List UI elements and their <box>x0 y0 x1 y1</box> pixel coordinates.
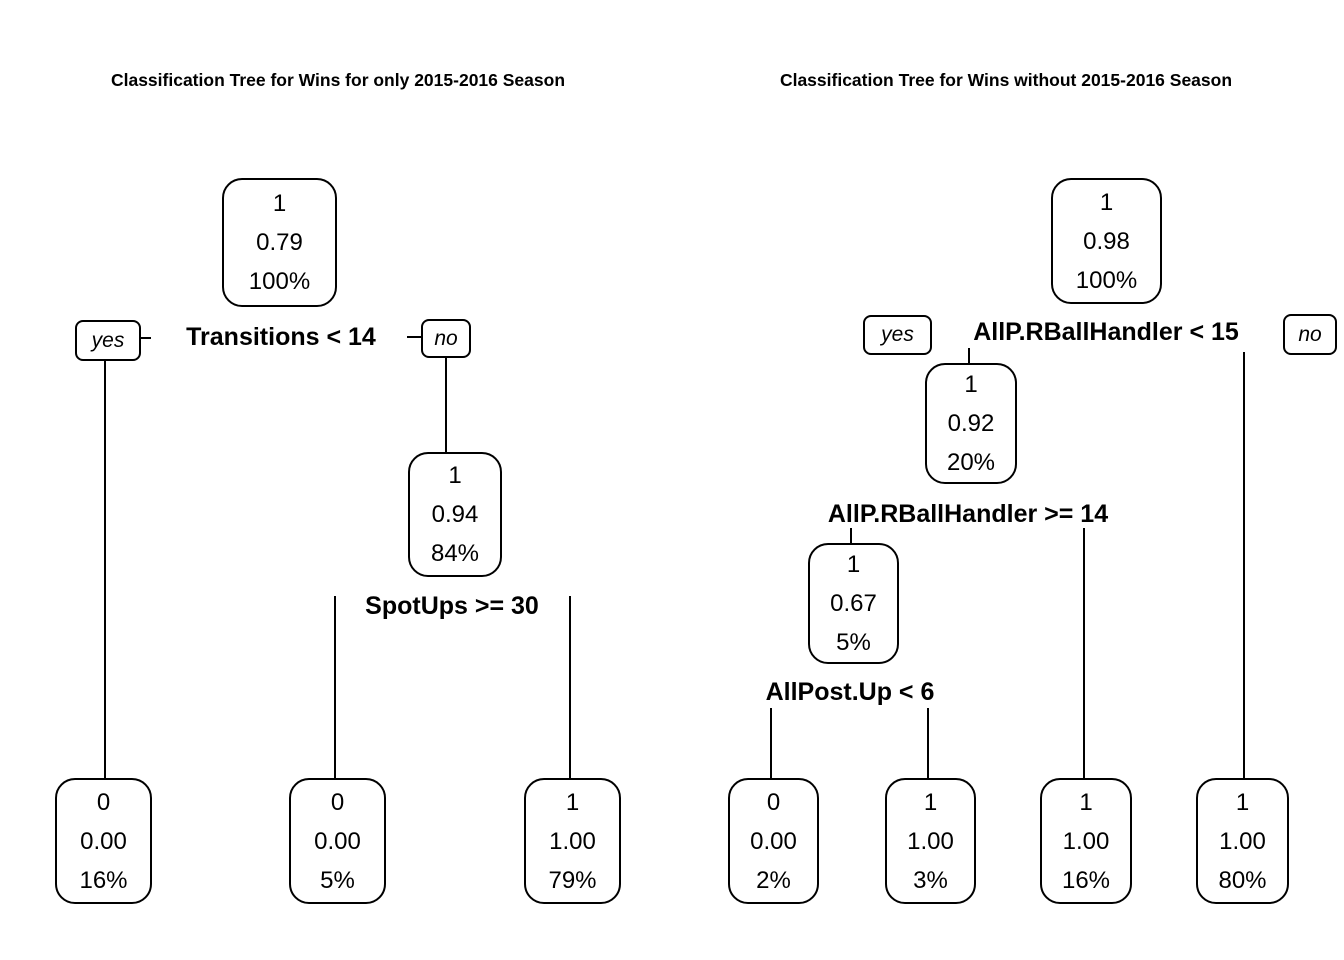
node-class: 0 <box>766 788 781 816</box>
tree-node: 1 0.94 84% <box>408 452 502 577</box>
tree-node: 1 1.00 3% <box>885 778 976 904</box>
branch-line <box>569 596 571 778</box>
node-pct: 80% <box>1218 866 1267 894</box>
left-tree-title: Classification Tree for Wins for only 20… <box>110 70 566 90</box>
node-class: 1 <box>923 788 938 816</box>
branch-line <box>1083 528 1085 778</box>
node-prob: 0.92 <box>947 410 995 437</box>
node-prob: 1.00 <box>1062 827 1110 855</box>
tree-node: 1 1.00 16% <box>1040 778 1132 904</box>
node-prob: 0.00 <box>80 827 127 855</box>
tree-node: 0 0.00 2% <box>728 778 819 904</box>
split-label: AllPost.Up < 6 <box>765 678 935 706</box>
branch-line <box>407 336 421 338</box>
no-badge: no <box>421 319 471 358</box>
node-class: 1 <box>272 190 287 217</box>
node-prob: 1.00 <box>907 827 954 855</box>
node-pct: 20% <box>946 449 996 476</box>
right-tree-title: Classification Tree for Wins without 201… <box>779 70 1233 90</box>
node-pct: 79% <box>548 866 597 894</box>
node-class: 1 <box>448 462 462 489</box>
node-prob: 0.94 <box>431 501 479 528</box>
node-pct: 100% <box>1075 266 1138 294</box>
yes-badge: yes <box>75 320 141 361</box>
node-pct: 100% <box>248 268 311 295</box>
node-prob: 0.79 <box>256 229 303 256</box>
node-pct: 16% <box>1061 866 1111 894</box>
split-label: AllP.RBallHandler >= 14 <box>827 500 1109 528</box>
branch-line <box>770 708 772 778</box>
yes-badge: yes <box>863 315 932 355</box>
tree-node: 0 0.00 16% <box>55 778 152 904</box>
node-prob: 0.67 <box>830 590 877 617</box>
tree-node: 1 1.00 80% <box>1196 778 1289 904</box>
split-label: SpotUps >= 30 <box>365 592 539 620</box>
split-label: Transitions < 14 <box>186 323 376 351</box>
branch-line <box>927 708 929 778</box>
node-class: 0 <box>96 788 111 816</box>
branch-line <box>334 596 336 778</box>
no-badge: no <box>1283 314 1337 355</box>
tree-node: 1 0.92 20% <box>925 363 1017 484</box>
node-prob: 1.00 <box>549 827 596 855</box>
tree-node: 1 0.98 100% <box>1051 178 1162 304</box>
node-class: 1 <box>1099 188 1114 216</box>
tree-node: 1 0.67 5% <box>808 543 899 664</box>
node-prob: 0.00 <box>750 827 797 855</box>
node-prob: 0.98 <box>1083 227 1130 255</box>
node-class: 1 <box>565 788 580 816</box>
branch-line <box>850 528 852 543</box>
node-pct: 3% <box>913 866 948 894</box>
node-pct: 2% <box>756 866 791 894</box>
branch-line <box>445 354 447 452</box>
node-pct: 5% <box>836 629 871 656</box>
branch-line <box>1243 352 1245 778</box>
branch-line <box>137 337 151 339</box>
node-pct: 5% <box>320 866 355 894</box>
node-class: 1 <box>1079 788 1093 816</box>
node-pct: 84% <box>430 540 480 567</box>
node-class: 0 <box>330 788 345 816</box>
branch-line <box>104 357 106 778</box>
split-label: AllP.RBallHandler < 15 <box>973 318 1239 346</box>
node-class: 1 <box>1235 788 1250 816</box>
node-prob: 0.00 <box>314 827 361 855</box>
tree-node: 0 0.00 5% <box>289 778 386 904</box>
node-prob: 1.00 <box>1219 827 1266 855</box>
tree-node: 1 1.00 79% <box>524 778 621 904</box>
node-class: 1 <box>846 551 861 578</box>
node-class: 1 <box>964 371 978 398</box>
tree-node: 1 0.79 100% <box>222 178 337 307</box>
node-pct: 16% <box>79 866 128 894</box>
branch-line <box>968 348 970 363</box>
